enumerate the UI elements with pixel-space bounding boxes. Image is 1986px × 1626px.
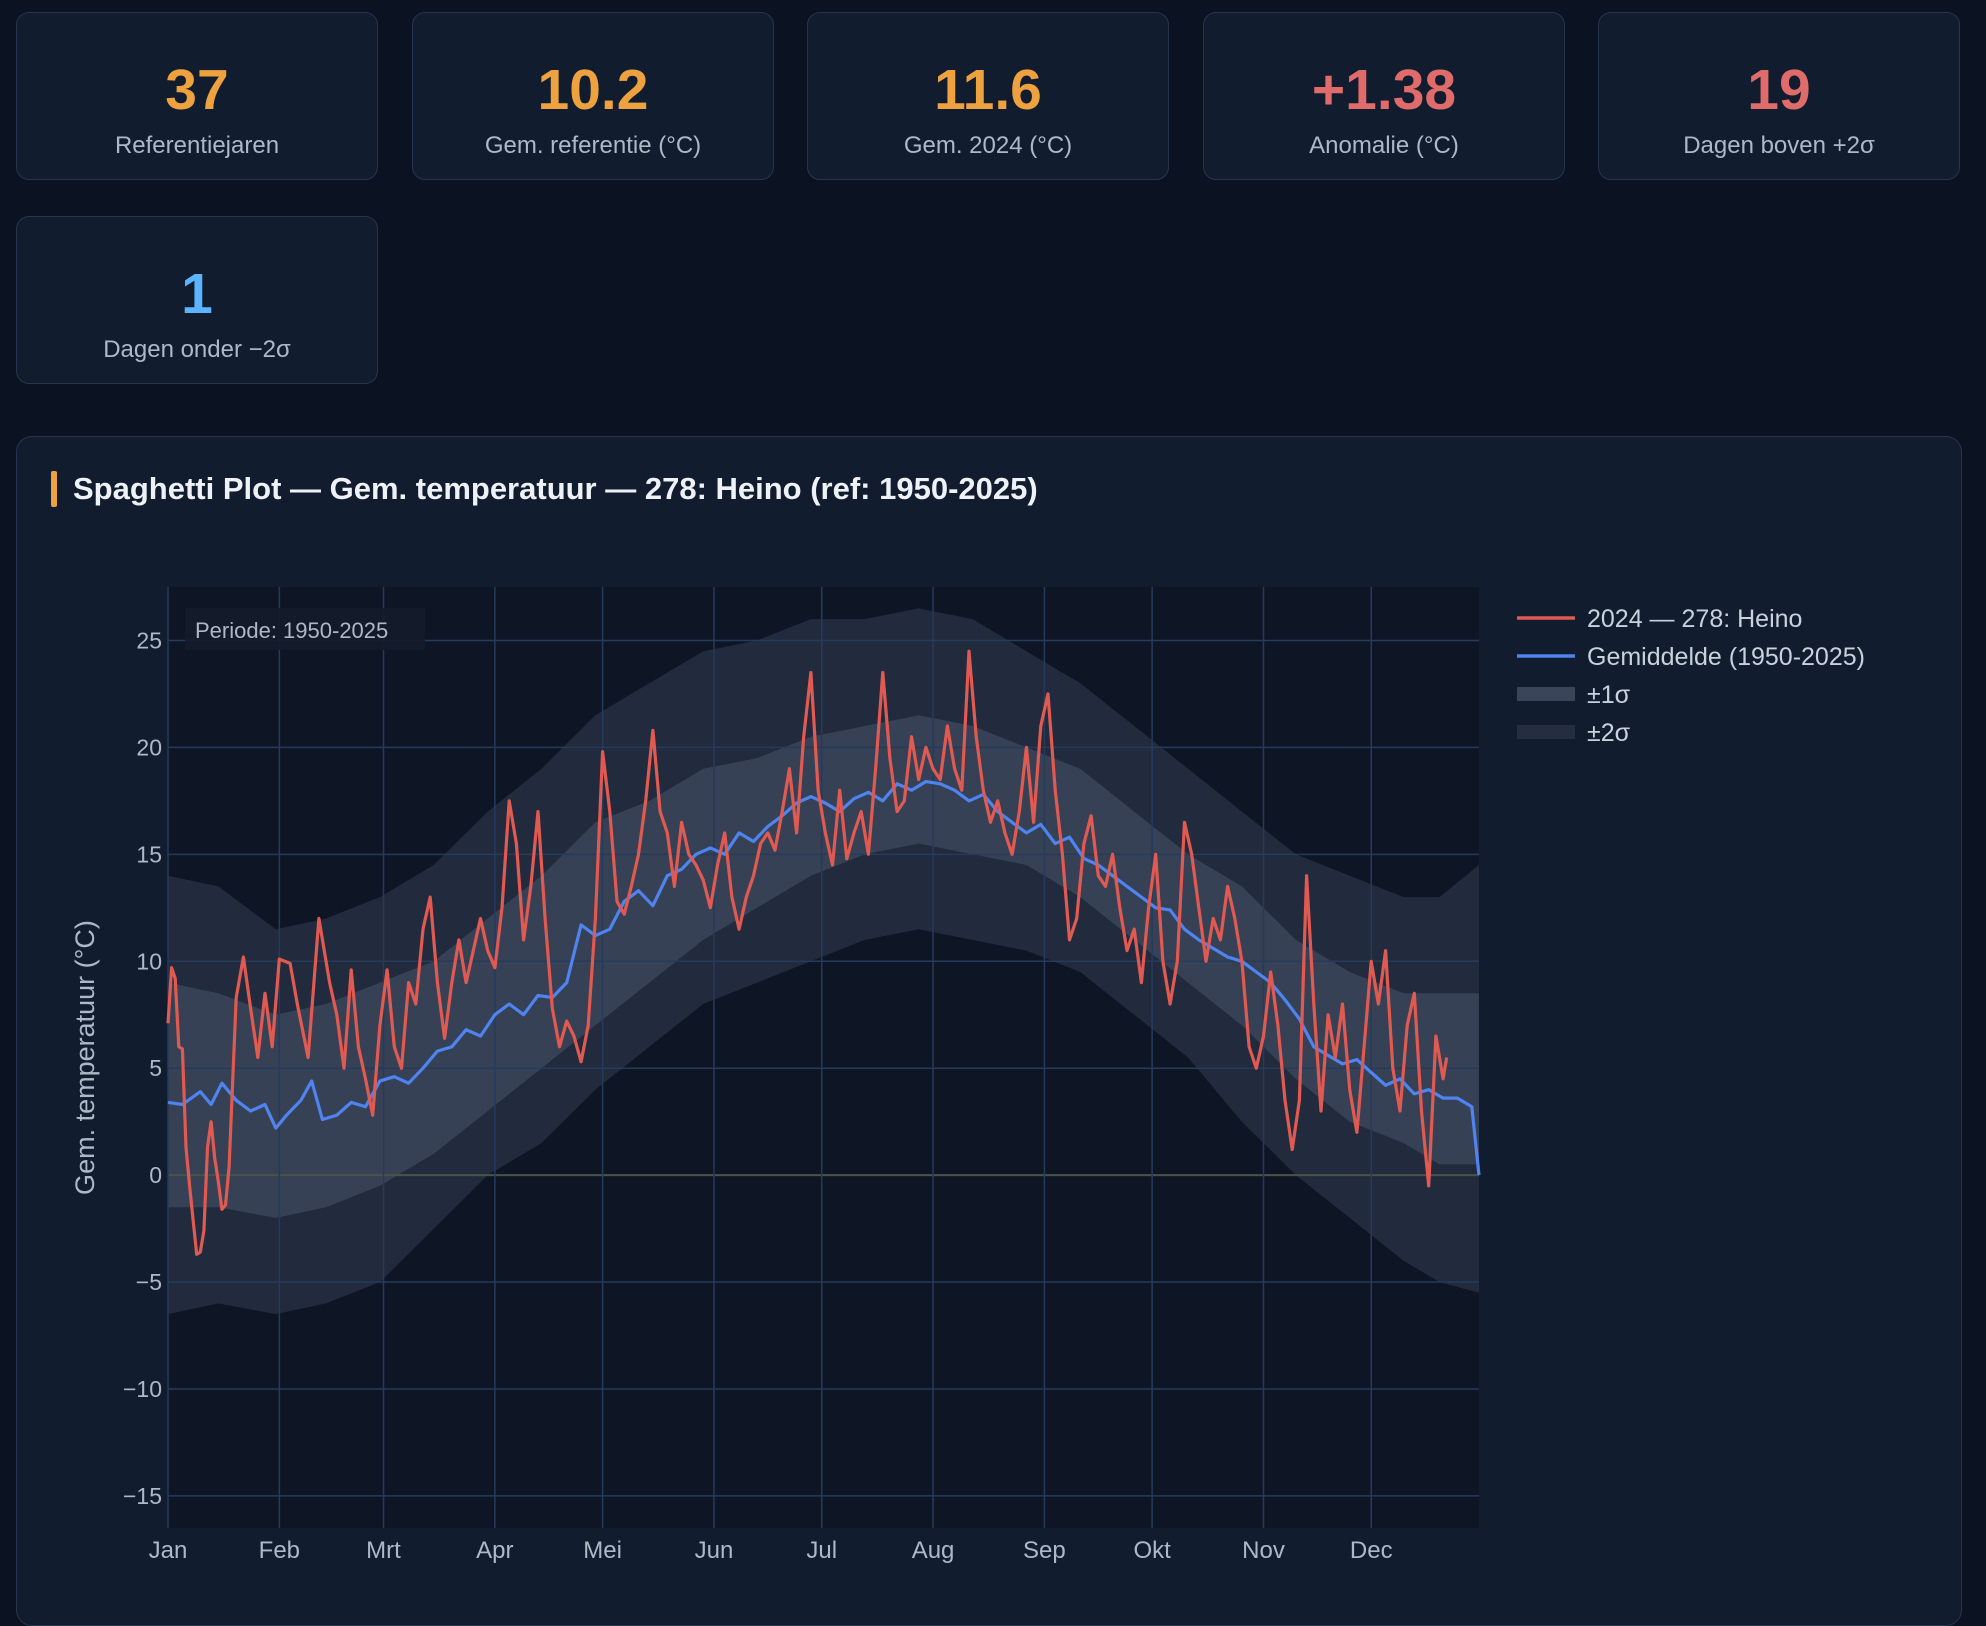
stat-card-mean-2024: 11.6 Gem. 2024 (°C) (807, 12, 1169, 180)
panel-title: Spaghetti Plot — Gem. temperatuur — 278:… (73, 471, 1038, 506)
annotation-box (185, 608, 425, 650)
legend-label: ±1σ (1587, 681, 1631, 709)
x-tick-label: Feb (259, 1537, 300, 1564)
legend-label: 2024 — 278: Heino (1587, 605, 1802, 633)
x-tick-label: Dec (1350, 1537, 1393, 1564)
spaghetti-chart: 25 20 15 10 5 0 −5 −10 −15 Jan Feb Mrt Apr Mei Jun Jul A… (70, 587, 1865, 1564)
y-tick-label: −10 (123, 1376, 162, 1402)
stat-label: Gem. 2024 (°C) (903, 132, 1073, 159)
y-axis-title: Gem. temperatuur (°C) (70, 920, 100, 1195)
x-tick-label: Jul (806, 1537, 837, 1564)
y-tick-label: −15 (123, 1483, 162, 1509)
y-tick-label: 10 (136, 948, 162, 974)
y-tick-label: 20 (136, 734, 162, 760)
y-tick-label: 0 (149, 1162, 162, 1188)
stat-value: 37 (165, 58, 229, 122)
stat-value: 19 (1747, 58, 1811, 122)
stat-card-reference-mean: 10.2 Gem. referentie (°C) (412, 12, 774, 180)
x-tick-label: Mrt (366, 1537, 401, 1564)
stat-value: 11.6 (934, 58, 1042, 122)
stat-label: Dagen onder −2σ (103, 336, 291, 363)
x-tick-label: Sep (1023, 1537, 1066, 1564)
x-tick-label: Aug (912, 1537, 955, 1564)
y-tick-label: −5 (136, 1269, 162, 1295)
x-tick-label: Mei (583, 1537, 622, 1564)
x-tick-label: Nov (1242, 1537, 1285, 1564)
y-tick-label: 5 (149, 1055, 162, 1081)
stat-label: Referentiejaren (114, 132, 280, 159)
stat-card-days-above: 19 Dagen boven +2σ (1598, 12, 1960, 180)
stat-card-anomaly: +1.38 Anomalie (°C) (1203, 12, 1565, 180)
stat-card-reference-years: 37 Referentiejaren (16, 12, 378, 180)
x-tick-label: Apr (476, 1537, 513, 1564)
stat-value: 10.2 (537, 58, 649, 122)
y-tick-label: 25 (136, 627, 162, 653)
legend-label: Gemiddelde (1950-2025) (1587, 643, 1865, 671)
band-2-sigma (168, 608, 1479, 1315)
y-tick-label: 15 (136, 841, 162, 867)
x-tick-label: Jan (149, 1537, 188, 1564)
stat-value: +1.38 (1311, 58, 1457, 122)
legend-swatch (1517, 687, 1575, 701)
annotation-text: Periode: 1950-2025 (195, 618, 388, 643)
x-tick-label: Jun (695, 1537, 734, 1564)
stat-card-days-below: 1 Dagen onder −2σ (16, 216, 378, 384)
legend-swatch (1517, 725, 1575, 739)
stat-label: Anomalie (°C) (1309, 132, 1459, 159)
series-2024-line (166, 649, 1449, 1256)
stat-label: Dagen boven +2σ (1683, 132, 1875, 159)
band-1-sigma (168, 715, 1479, 1218)
legend-label: ±2σ (1587, 719, 1631, 747)
stat-label: Gem. referentie (°C) (484, 132, 702, 159)
stat-value: 1 (181, 262, 213, 326)
panel-accent-bar (51, 471, 57, 507)
x-tick-label: Okt (1133, 1537, 1171, 1564)
